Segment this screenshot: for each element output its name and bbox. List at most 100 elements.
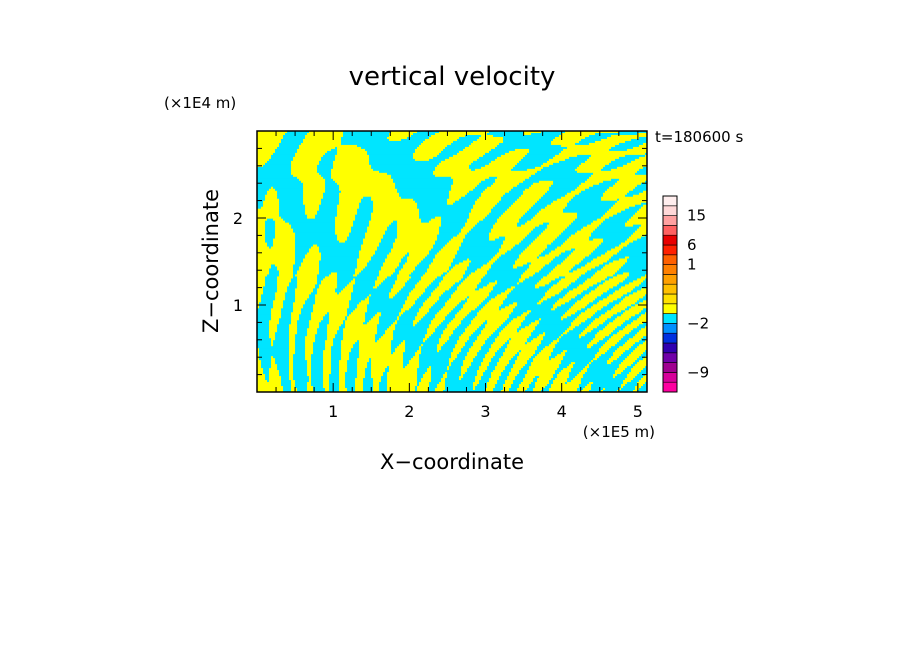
- field-cell: [587, 158, 616, 162]
- field-cell: [323, 350, 332, 353]
- field-cell: [543, 162, 554, 166]
- field-cell: [565, 258, 584, 262]
- field-cell: [601, 294, 610, 297]
- field-cell: [497, 220, 520, 224]
- field-cell: [359, 272, 380, 275]
- field-cell: [507, 318, 514, 321]
- field-cell: [613, 204, 636, 208]
- field-cell: [293, 378, 310, 381]
- field-cell: [451, 268, 468, 271]
- field-cell: [561, 244, 600, 248]
- field-cell: [585, 264, 600, 267]
- field-cell: [493, 206, 510, 210]
- field-cell: [293, 264, 302, 267]
- field-cell: [461, 282, 480, 285]
- field-cell: [275, 150, 298, 154]
- field-cell: [547, 226, 568, 230]
- field-cell: [313, 306, 350, 309]
- field-cell: [319, 326, 328, 329]
- field-cell: [257, 132, 286, 136]
- field-cell: [565, 302, 576, 305]
- field-cell: [355, 308, 368, 311]
- field-cell: [257, 150, 276, 154]
- field-cell: [603, 220, 628, 224]
- field-cell: [603, 344, 616, 347]
- field-cell: [449, 240, 464, 244]
- field-cell: [371, 372, 384, 375]
- field-cell: [367, 310, 402, 313]
- field-cell: [491, 228, 534, 232]
- field-cell: [323, 154, 336, 158]
- field-cell: [303, 304, 314, 307]
- field-cell: [271, 362, 276, 365]
- field-cell: [265, 162, 292, 166]
- field-cell: [615, 372, 622, 375]
- field-cell: [339, 378, 346, 381]
- field-cell: [537, 336, 544, 339]
- field-cell: [485, 188, 512, 192]
- field-cell: [359, 344, 392, 347]
- field-cell: [325, 190, 342, 194]
- field-cell: [269, 326, 278, 329]
- field-cell: [517, 266, 530, 269]
- field-cell: [547, 190, 572, 194]
- field-cell: [331, 370, 340, 373]
- field-cell: [483, 218, 498, 222]
- field-cell: [591, 174, 647, 178]
- field-cell: [619, 282, 630, 285]
- field-cell: [263, 164, 292, 168]
- field-cell: [523, 280, 540, 283]
- field-cell: [495, 366, 506, 369]
- field-cell: [271, 312, 282, 315]
- field-cell: [613, 330, 620, 333]
- field-cell: [469, 296, 488, 299]
- field-cell: [271, 338, 276, 341]
- field-cell: [553, 162, 582, 166]
- field-cell: [347, 238, 364, 242]
- field-cell: [471, 228, 492, 232]
- field-cell: [423, 258, 434, 262]
- field-cell: [319, 162, 334, 166]
- field-cell: [443, 344, 456, 347]
- field-cell: [471, 364, 482, 367]
- field-cell: [293, 272, 298, 275]
- field-cell: [643, 142, 647, 146]
- field-cell: [459, 378, 462, 381]
- field-cell: [305, 342, 314, 345]
- field-cell: [419, 308, 430, 311]
- field-cell: [533, 354, 538, 357]
- field-cell: [517, 302, 538, 305]
- field-cell: [639, 284, 647, 287]
- field-cell: [589, 254, 602, 258]
- field-cell: [305, 300, 316, 303]
- field-cell: [469, 212, 490, 216]
- field-cell: [475, 308, 482, 311]
- field-cell: [477, 158, 496, 162]
- field-cell: [411, 134, 432, 138]
- field-cell: [563, 260, 582, 263]
- field-cell: [523, 238, 536, 242]
- field-cell: [469, 216, 486, 220]
- field-cell: [337, 330, 344, 333]
- field-cell: [441, 308, 454, 311]
- field-cell: [365, 374, 372, 377]
- field-cell: [503, 194, 522, 198]
- field-cell: [641, 328, 647, 331]
- field-cell: [625, 310, 642, 313]
- field-cell: [415, 300, 426, 303]
- field-cell: [497, 328, 504, 331]
- field-cell: [459, 310, 472, 313]
- field-cell: [459, 352, 468, 355]
- field-cell: [425, 340, 440, 343]
- field-cell: [555, 372, 560, 375]
- field-cell: [485, 324, 502, 327]
- field-cell: [535, 386, 546, 389]
- field-cell: [531, 184, 552, 188]
- field-cell: [357, 262, 368, 265]
- field-cell: [347, 370, 358, 373]
- field-cell: [507, 346, 538, 349]
- field-cell: [521, 314, 528, 317]
- field-cell: [403, 306, 412, 309]
- field-cell: [401, 138, 426, 142]
- field-cell: [307, 360, 312, 363]
